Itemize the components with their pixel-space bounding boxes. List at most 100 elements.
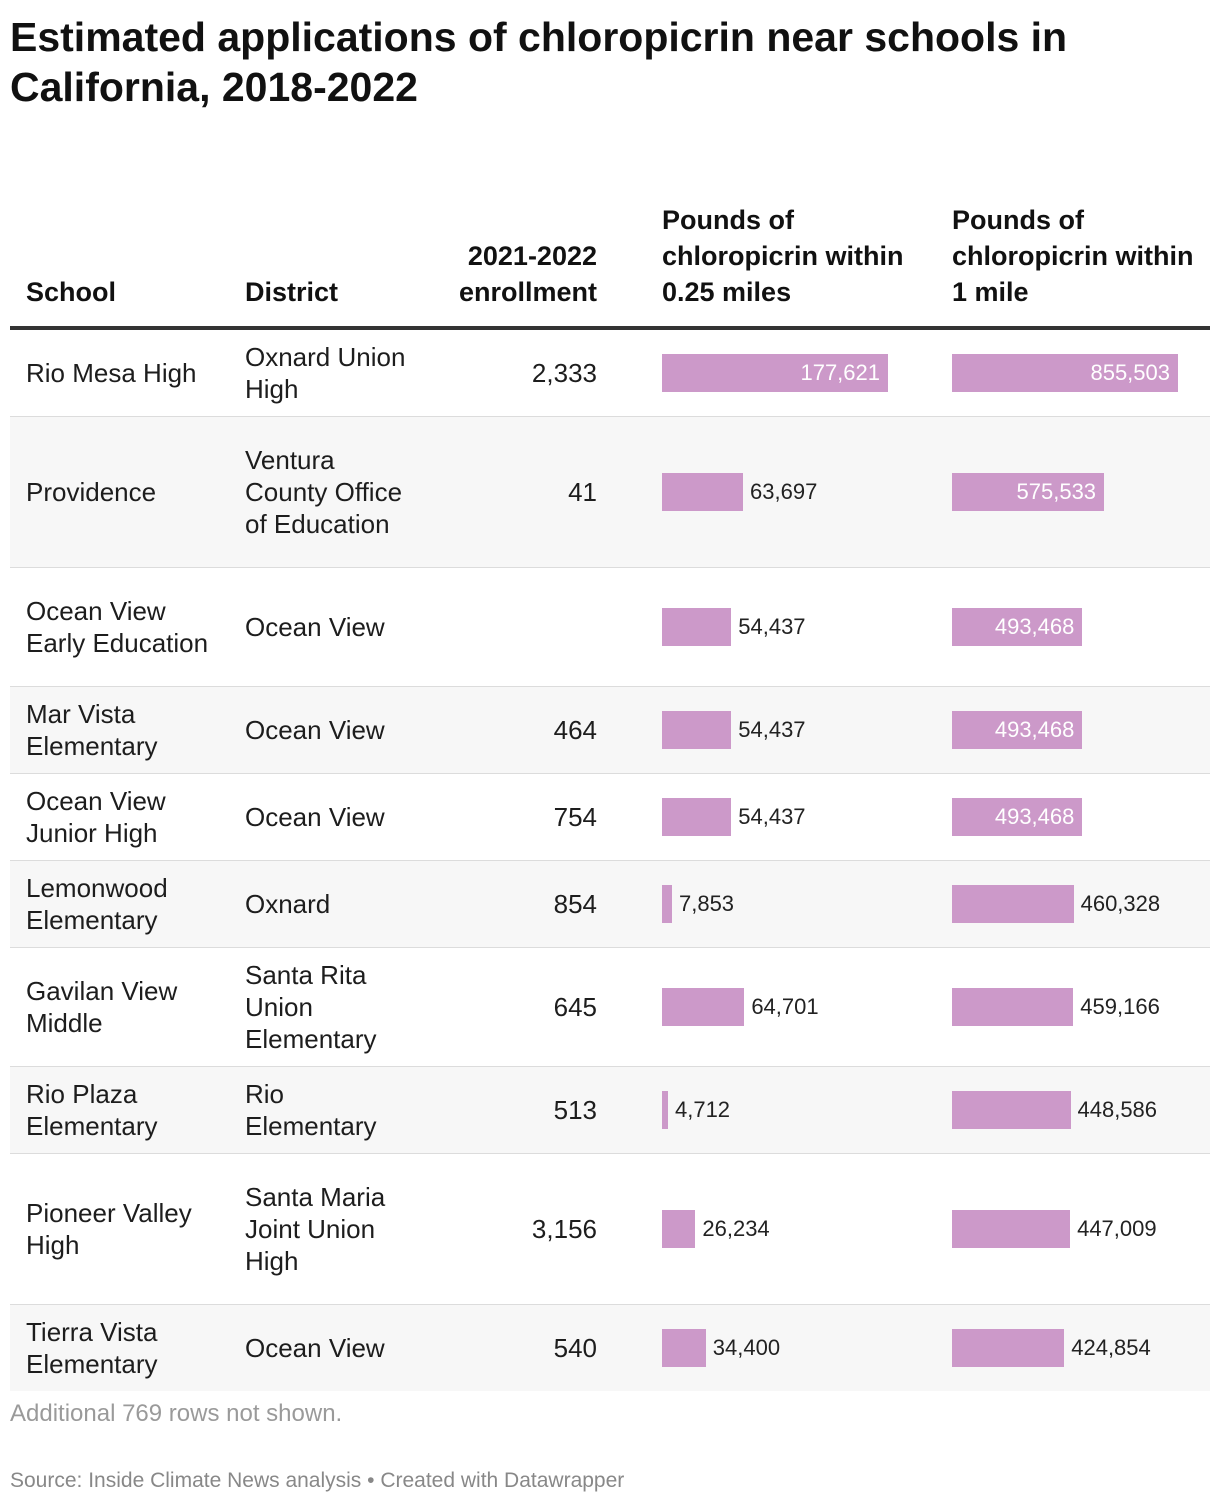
one-mile-bar: [952, 885, 1074, 923]
school-cell: Pioneer Valley High: [26, 1198, 192, 1260]
table-body: Rio Mesa High Oxnard Union High 2,333 177,6…: [10, 330, 1210, 1391]
table-row: Providence Ventura County Office of Educa…: [10, 417, 1210, 568]
one-mile-value-label: 460,328: [1080, 891, 1161, 916]
one-mile-bar-cell: 460,328: [952, 885, 1202, 923]
district-cell: Santa Rita Union Elementary: [245, 960, 377, 1054]
enrollment-cell: 645: [553, 992, 597, 1022]
enrollment-cell: 41: [568, 477, 597, 507]
one-mile-bar: [952, 473, 1105, 511]
quarter-mile-value-label: 63,697: [750, 479, 818, 504]
enrollment-cell: 3,156: [531, 1214, 597, 1244]
quarter-mile-bar-cell: 7,853: [662, 885, 912, 923]
enrollment-cell: 540: [553, 1333, 597, 1363]
quarter-mile-bar: [662, 608, 732, 646]
school-cell: Gavilan View Middle: [26, 976, 178, 1038]
district-cell: Rio Elementary: [245, 1079, 377, 1141]
data-table: School District 2021-2022 enrollment Pou…: [10, 160, 1210, 1391]
one-mile-bar-cell: 855,503: [952, 354, 1202, 392]
school-cell: Rio Mesa High: [26, 358, 197, 388]
quarter-mile-bar: [662, 354, 888, 392]
district-cell: Oxnard: [245, 889, 331, 919]
table-row: Ocean View Early Education Ocean View 54,4…: [10, 568, 1210, 687]
one-mile-value-label: 493,468: [994, 804, 1075, 829]
quarter-mile-bar: [662, 988, 745, 1026]
quarter-mile-bar-cell: 54,437: [662, 608, 912, 646]
header-enrollment[interactable]: 2021-2022 enrollment: [458, 241, 597, 307]
rows-not-shown-note: Additional 769 rows not shown.: [10, 1400, 343, 1427]
quarter-mile-bar: [662, 473, 744, 511]
one-mile-bar-cell: 447,009: [952, 1210, 1202, 1248]
table-row: Rio Plaza Elementary Rio Elementary 513 4,7…: [10, 1067, 1210, 1154]
one-mile-bar-cell: 459,166: [952, 988, 1202, 1026]
quarter-mile-value-label: 54,437: [738, 717, 806, 742]
quarter-mile-value-label: 177,621: [800, 360, 880, 385]
quarter-mile-bar: [662, 711, 732, 749]
one-mile-bar-cell: 493,468: [952, 608, 1202, 646]
district-cell: Ocean View: [245, 1333, 385, 1363]
header-one-mile[interactable]: Pounds of chloropicrin within 1 mile: [952, 205, 1194, 307]
quarter-mile-bar-cell: 4,712: [662, 1091, 912, 1129]
table-row: Gavilan View Middle Santa Rita Union Elem…: [10, 948, 1210, 1067]
enrollment-cell: 754: [553, 802, 597, 832]
one-mile-value-label: 424,854: [1071, 1335, 1151, 1360]
school-cell: Rio Plaza Elementary: [26, 1079, 158, 1141]
one-mile-bar-cell: 448,586: [952, 1091, 1202, 1129]
quarter-mile-bar-cell: 64,701: [662, 988, 912, 1026]
district-cell: Ocean View: [245, 612, 385, 642]
enrollment-cell: 854: [553, 889, 597, 919]
one-mile-value-label: 459,166: [1080, 994, 1160, 1019]
quarter-mile-bar-cell: 26,234: [662, 1210, 912, 1248]
quarter-mile-value-label: 64,701: [751, 994, 819, 1019]
quarter-mile-bar-cell: 177,621: [662, 354, 912, 392]
header-school[interactable]: School: [26, 277, 117, 307]
table-row: Pioneer Valley High Santa Maria Joint Uni…: [10, 1154, 1210, 1305]
chart-title: Estimated applications of chloropicrin n…: [10, 14, 1068, 110]
one-mile-value-label: 447,009: [1077, 1216, 1157, 1241]
one-mile-bar: [952, 608, 1083, 646]
quarter-mile-bar-cell: 54,437: [662, 798, 912, 836]
school-cell: Ocean View Early Education: [26, 596, 209, 658]
district-cell: Ocean View: [245, 802, 385, 832]
one-mile-value-label: 855,503: [1090, 360, 1170, 385]
school-cell: Ocean View Junior High: [26, 786, 166, 848]
one-mile-bar: [952, 988, 1074, 1026]
quarter-mile-bar: [662, 798, 732, 836]
quarter-mile-bar: [662, 1210, 696, 1248]
one-mile-bar: [952, 1091, 1071, 1129]
one-mile-bar-cell: 575,533: [952, 473, 1202, 511]
district-cell: Oxnard Union High: [245, 342, 406, 404]
school-cell: Tierra Vista Elementary: [26, 1317, 158, 1379]
table-row: Ocean View Junior High Ocean View 754 54,43…: [10, 774, 1210, 861]
table-header: School District 2021-2022 enrollment Pou…: [10, 160, 1210, 330]
enrollment-cell: 513: [553, 1095, 597, 1125]
school-cell: Lemonwood Elementary: [26, 873, 168, 935]
quarter-mile-bar: [662, 1091, 668, 1129]
table-row: Tierra Vista Elementary Ocean View 540 34,4…: [10, 1305, 1210, 1391]
quarter-mile-value-label: 4,712: [674, 1097, 731, 1122]
header-district[interactable]: District: [245, 277, 339, 307]
quarter-mile-value-label: 26,234: [702, 1216, 770, 1241]
table-row: Lemonwood Elementary Oxnard 854 7,853 460,32…: [10, 861, 1210, 948]
quarter-mile-bar-cell: 54,437: [662, 711, 912, 749]
one-mile-bar: [952, 354, 1178, 392]
one-mile-value-label: 575,533: [1016, 479, 1097, 504]
one-mile-bar-cell: 493,468: [952, 798, 1202, 836]
quarter-mile-value-label: 54,437: [738, 614, 806, 639]
one-mile-bar: [952, 1210, 1071, 1248]
source-note: Source: Inside Climate News analysis • C…: [10, 1469, 625, 1492]
one-mile-bar: [952, 1329, 1065, 1367]
table-row: Rio Mesa High Oxnard Union High 2,333 177,6…: [10, 330, 1210, 417]
header-quarter-mile[interactable]: Pounds of chloropicrin within 0.25 miles: [662, 205, 904, 307]
district-cell: Santa Maria Joint Union High: [245, 1182, 386, 1276]
quarter-mile-value-label: 7,853: [678, 891, 735, 916]
one-mile-value-label: 448,586: [1077, 1097, 1158, 1122]
table-row: Mar Vista Elementary Ocean View 464 54,437 4…: [10, 687, 1210, 774]
quarter-mile-bar: [662, 1329, 706, 1367]
one-mile-bar: [952, 711, 1083, 749]
quarter-mile-bar-cell: 34,400: [662, 1329, 912, 1367]
school-cell: Providence: [26, 477, 157, 507]
one-mile-value-label: 493,468: [994, 614, 1075, 639]
quarter-mile-bar-cell: 63,697: [662, 473, 912, 511]
one-mile-bar-cell: 493,468: [952, 711, 1202, 749]
one-mile-bar-cell: 424,854: [952, 1329, 1202, 1367]
